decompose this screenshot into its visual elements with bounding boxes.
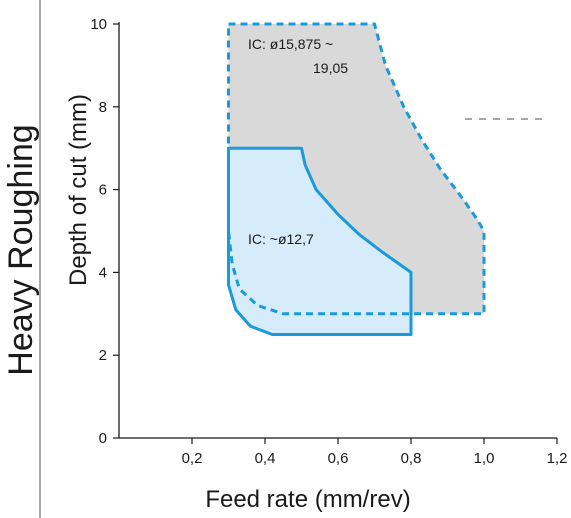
x-tick-label: 0,6 (328, 450, 349, 467)
region-label-2: IC: ~ø12,7 (248, 231, 314, 247)
y-tick-label: 4 (99, 264, 107, 281)
region-fill-2 (228, 148, 411, 335)
x-tick-label: 1,2 (547, 450, 568, 467)
region-label-1: 19,05 (313, 60, 348, 76)
y-tick-label: 0 (99, 430, 107, 447)
x-tick-label: 1,0 (474, 450, 495, 467)
x-tick-label: 0,8 (401, 450, 422, 467)
x-tick-label: 0,4 (255, 450, 276, 467)
annotations: IC: ø15,875 ~ 19,05 IC: ~ø12,7 (248, 36, 348, 247)
x-tick-label: 0,2 (182, 450, 203, 467)
plot-area (227, 22, 486, 336)
y-tick-label: 6 (99, 182, 107, 199)
y-tick-label: 8 (99, 99, 107, 116)
y-axis-label: Depth of cut (mm) (65, 94, 92, 286)
y-tick-label: 2 (99, 347, 107, 364)
side-title: Heavy Roughing (2, 124, 40, 375)
y-tick-label: 10 (90, 16, 107, 33)
region-outline-1 (227, 22, 486, 316)
x-axis-label: Feed rate (mm/rev) (205, 486, 410, 513)
ticks: 0,2 0,4 0,6 0,8 1,0 1,2 0 2 4 6 8 10 (90, 16, 567, 467)
region-label-1: IC: ø15,875 ~ (248, 36, 333, 52)
region-outline-2 (227, 146, 413, 336)
